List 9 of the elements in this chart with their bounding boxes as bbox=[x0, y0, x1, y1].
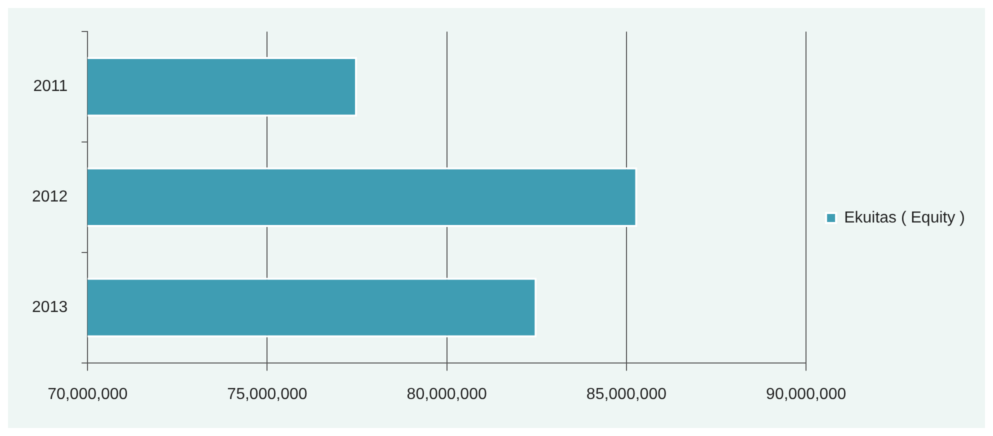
x-tick-label: 85,000,000 bbox=[586, 386, 667, 403]
legend-label: Ekuitas ( Equity ) bbox=[844, 209, 966, 226]
x-tick-label: 80,000,000 bbox=[406, 386, 487, 403]
x-tick-label: 90,000,000 bbox=[766, 386, 846, 403]
y-tick-label: 2011 bbox=[33, 78, 68, 96]
x-tick-label: 75,000,000 bbox=[227, 386, 308, 403]
y-tick-label: 2012 bbox=[32, 188, 68, 206]
x-tick-label: 70,000,000 bbox=[48, 386, 128, 403]
y-tick-label: 2013 bbox=[32, 299, 68, 316]
